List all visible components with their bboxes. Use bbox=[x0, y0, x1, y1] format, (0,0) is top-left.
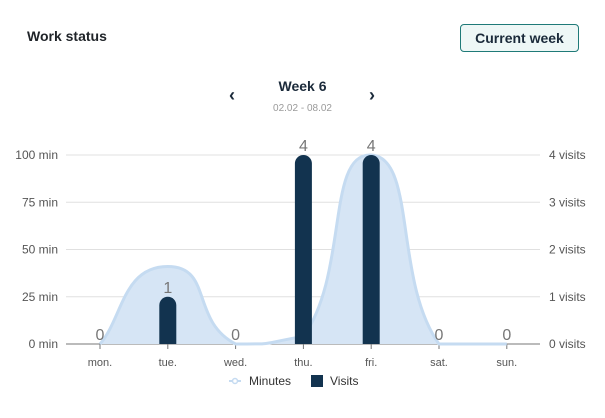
x-tick-label: sun. bbox=[496, 357, 517, 369]
card-title: Work status bbox=[27, 28, 107, 44]
x-tick-label: fri. bbox=[365, 357, 377, 369]
current-week-button[interactable]: Current week bbox=[460, 24, 579, 52]
right-tick-label: 3 visits bbox=[549, 195, 586, 209]
right-tick-label: 0 visits bbox=[549, 337, 586, 351]
data-label: 0 bbox=[96, 327, 105, 344]
visits-bar bbox=[159, 296, 177, 344]
minutes-line bbox=[98, 153, 507, 346]
legend-minutes-label: Minutes bbox=[249, 374, 291, 388]
chevron-right-icon[interactable]: › bbox=[369, 85, 375, 105]
data-label: 1 bbox=[163, 280, 172, 297]
week-date-range: 02.02 - 08.02 bbox=[273, 103, 332, 114]
visits-bar bbox=[362, 155, 380, 344]
left-tick-label: 50 min bbox=[22, 243, 58, 257]
x-tick-label: thu. bbox=[294, 357, 312, 369]
week-label: Week 6 bbox=[278, 78, 327, 94]
left-tick-label: 0 min bbox=[29, 337, 58, 351]
data-label: 0 bbox=[435, 327, 444, 344]
data-label: 0 bbox=[231, 327, 240, 344]
visits-bar bbox=[294, 155, 312, 344]
x-tick-label: sat. bbox=[430, 357, 448, 369]
right-tick-label: 4 visits bbox=[549, 148, 586, 162]
legend-visits-swatch-icon bbox=[311, 375, 323, 387]
data-label: 4 bbox=[367, 138, 376, 155]
left-tick-label: 75 min bbox=[22, 195, 58, 209]
legend-visits-label: Visits bbox=[330, 374, 358, 388]
data-label: 4 bbox=[299, 138, 308, 155]
x-tick-label: tue. bbox=[159, 357, 177, 369]
x-tick-label: wed. bbox=[223, 357, 247, 369]
right-tick-label: 1 visits bbox=[549, 290, 586, 304]
left-tick-label: 100 min bbox=[15, 148, 58, 162]
x-tick-label: mon. bbox=[88, 357, 112, 369]
legend-minutes-marker-icon bbox=[231, 377, 239, 385]
data-label: 0 bbox=[502, 327, 511, 344]
right-tick-label: 2 visits bbox=[549, 243, 586, 257]
left-tick-label: 25 min bbox=[22, 290, 58, 304]
chevron-left-icon[interactable]: ‹ bbox=[229, 85, 235, 105]
